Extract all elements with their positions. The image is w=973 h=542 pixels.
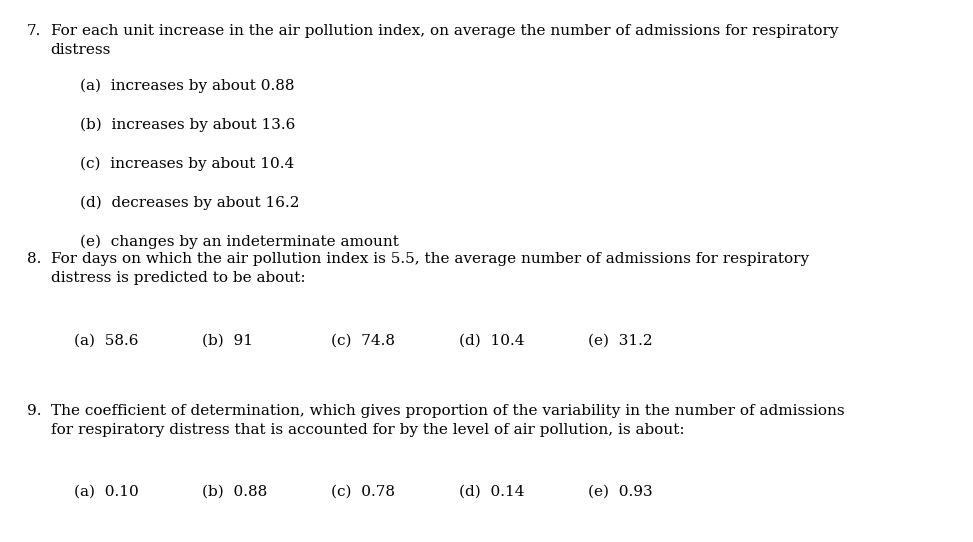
Text: (d)  decreases by about 16.2: (d) decreases by about 16.2	[80, 196, 300, 210]
Text: (b)  0.88: (b) 0.88	[202, 485, 268, 499]
Text: (e)  31.2: (e) 31.2	[588, 333, 652, 347]
Text: (c)  increases by about 10.4: (c) increases by about 10.4	[80, 157, 294, 171]
Text: 9.: 9.	[27, 404, 42, 418]
Text: (e)  0.93: (e) 0.93	[588, 485, 652, 499]
Text: (a)  0.10: (a) 0.10	[74, 485, 139, 499]
Text: (d)  10.4: (d) 10.4	[459, 333, 524, 347]
Text: (e)  changes by an indeterminate amount: (e) changes by an indeterminate amount	[80, 235, 399, 249]
Text: (b)  increases by about 13.6: (b) increases by about 13.6	[80, 118, 295, 132]
Text: 7.: 7.	[27, 24, 42, 38]
Text: For each unit increase in the air pollution index, on average the number of admi: For each unit increase in the air pollut…	[51, 24, 838, 57]
Text: (c)  0.78: (c) 0.78	[331, 485, 395, 499]
Text: (d)  0.14: (d) 0.14	[459, 485, 524, 499]
Text: (c)  74.8: (c) 74.8	[331, 333, 395, 347]
Text: The coefficient of determination, which gives proportion of the variability in t: The coefficient of determination, which …	[51, 404, 845, 437]
Text: (a)  increases by about 0.88: (a) increases by about 0.88	[80, 79, 294, 93]
Text: (a)  58.6: (a) 58.6	[74, 333, 138, 347]
Text: 8.: 8.	[27, 252, 42, 266]
Text: (b)  91: (b) 91	[202, 333, 253, 347]
Text: For days on which the air pollution index is 5.5, the average number of admissio: For days on which the air pollution inde…	[51, 252, 809, 285]
